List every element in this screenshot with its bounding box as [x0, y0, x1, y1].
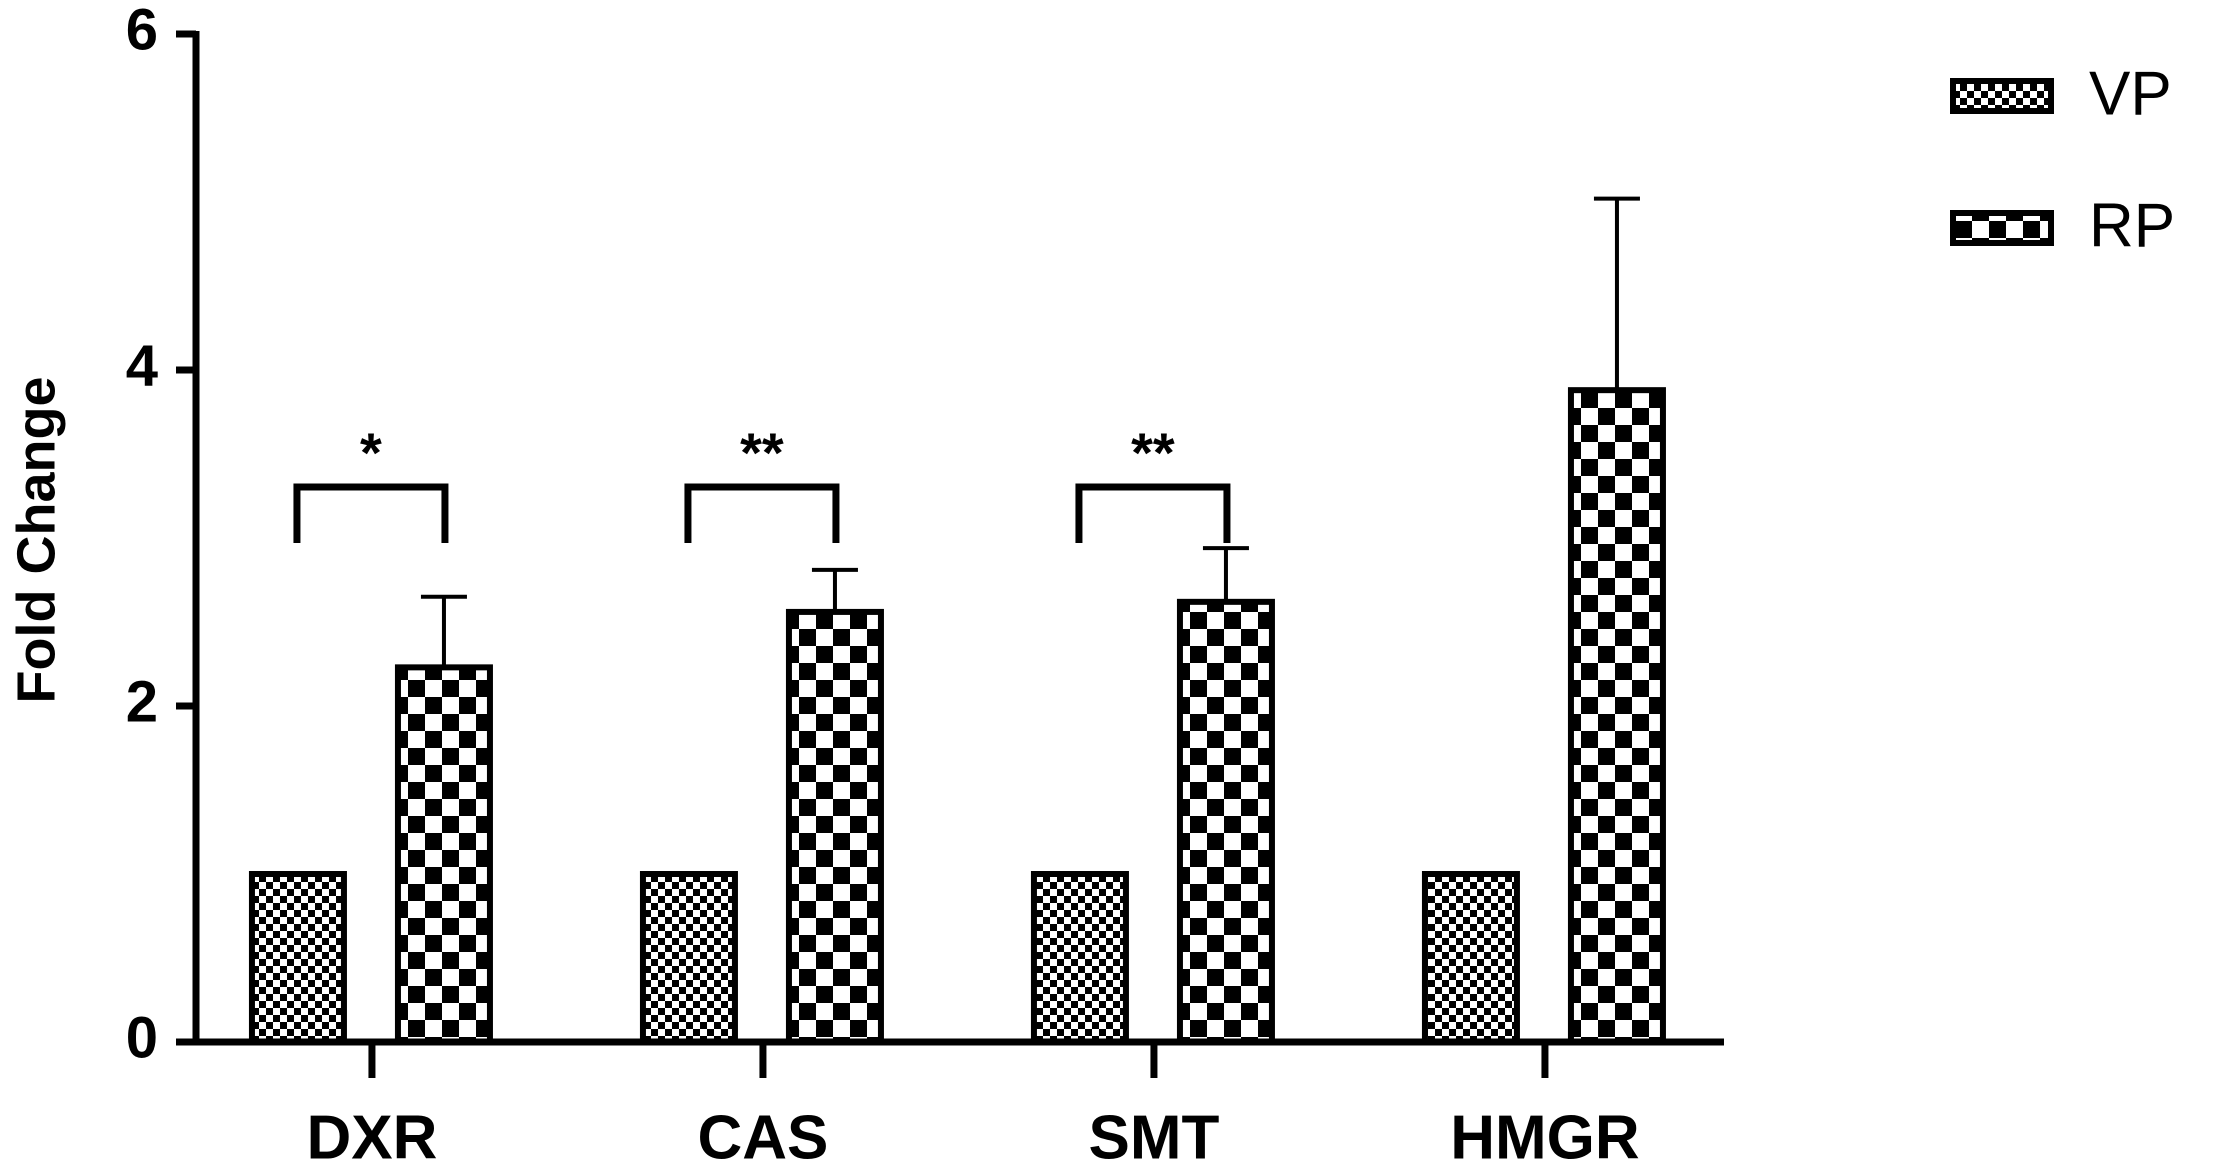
significance-label: * [360, 421, 382, 484]
significance-label: ** [740, 421, 784, 484]
error-bar [420, 594, 467, 668]
legend-label: VP [2089, 59, 2172, 128]
legend-label: RP [2089, 191, 2175, 260]
bar [785, 608, 884, 1045]
bar [1567, 387, 1666, 1046]
bar [394, 664, 493, 1045]
significance-bracket [684, 483, 840, 543]
y-axis-title: Fold Change [6, 377, 66, 704]
x-tick-label: SMT [1089, 1103, 1220, 1172]
x-tick-label: CAS [697, 1103, 828, 1172]
bar [1176, 598, 1275, 1046]
y-tick-label: 0 [126, 1005, 158, 1070]
x-tick-label: HMGR [1450, 1103, 1639, 1172]
y-tick-label: 4 [126, 333, 158, 398]
y-tick-label: 6 [126, 0, 158, 62]
significance-bracket [1075, 483, 1231, 543]
error-bar [1202, 546, 1249, 602]
legend-swatch [1950, 210, 2054, 246]
significance-bracket [293, 483, 449, 543]
bar [1030, 871, 1129, 1045]
legend-swatch [1950, 78, 2054, 114]
y-tick-label: 2 [126, 669, 158, 734]
bar [639, 871, 738, 1045]
bar [1421, 871, 1520, 1045]
bar [248, 871, 347, 1045]
x-tick-label: DXR [306, 1103, 437, 1172]
error-bar [811, 567, 858, 612]
error-bar [1593, 196, 1640, 391]
significance-label: ** [1131, 421, 1175, 484]
